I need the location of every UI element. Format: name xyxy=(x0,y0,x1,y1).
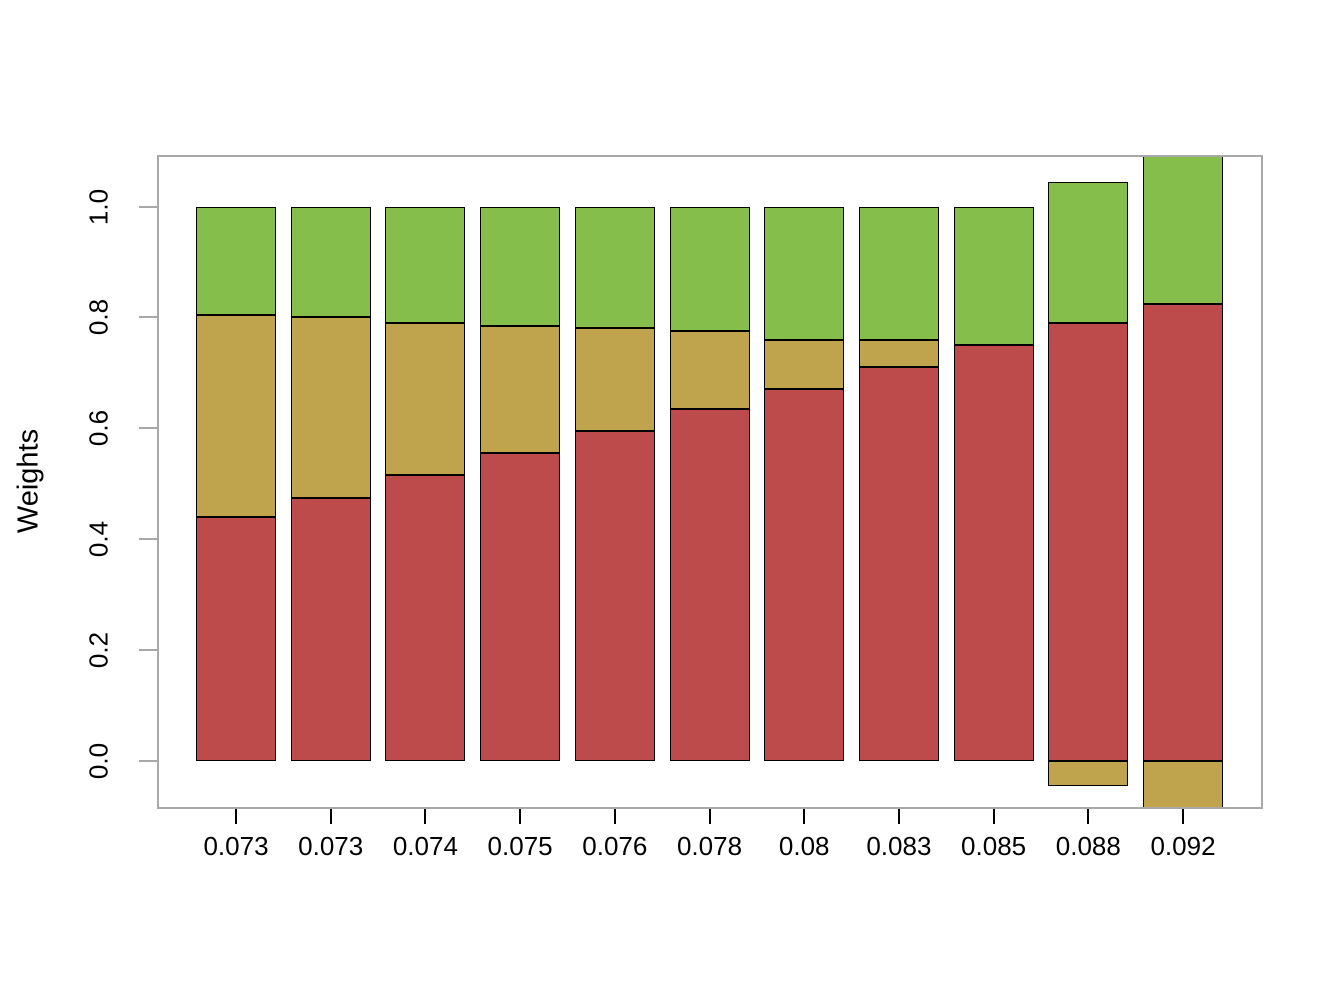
bar-segment-gold xyxy=(1048,761,1129,786)
bar-segment-gold xyxy=(480,325,561,454)
x-axis-tick xyxy=(803,809,806,824)
bar-segment-green xyxy=(574,206,655,329)
bar-segment-gold xyxy=(196,314,276,518)
y-axis-tick xyxy=(139,538,157,541)
y-tick-label: 0.6 xyxy=(83,410,114,447)
y-axis-title: Weights xyxy=(12,428,45,534)
x-axis-tick xyxy=(992,809,995,824)
bar-segment-gold xyxy=(858,339,939,368)
bar-segment-gold xyxy=(574,328,655,432)
y-tick-label: 1.0 xyxy=(83,188,114,225)
bar-segment-green xyxy=(385,206,466,323)
x-tick-label: 0.083 xyxy=(866,831,932,861)
bar-segment-red xyxy=(1048,322,1129,761)
bar-segment-green xyxy=(1143,157,1223,304)
x-tick-label: 0.085 xyxy=(961,831,1027,861)
bar-segment-gold xyxy=(669,331,750,409)
y-axis-tick xyxy=(139,649,157,652)
bar-segment-green xyxy=(858,206,939,340)
bar-segment-red xyxy=(953,345,1034,761)
x-axis-tick xyxy=(708,809,711,824)
x-axis-tick xyxy=(613,809,616,824)
bar-segment-green xyxy=(764,206,845,340)
bar-segment-green xyxy=(290,206,371,318)
x-axis-tick xyxy=(329,809,332,824)
bar-segment-red xyxy=(385,475,466,761)
bar-segment-gold xyxy=(290,317,371,498)
bar-segment-gold xyxy=(385,322,466,476)
x-axis-tick xyxy=(897,809,900,824)
bar-segment-green xyxy=(196,206,276,315)
bar-segment-green xyxy=(480,206,561,326)
bar-segment-green xyxy=(1048,181,1129,323)
x-axis-tick xyxy=(1087,809,1090,824)
bar-segment-red xyxy=(574,431,655,761)
x-tick-label: 0.088 xyxy=(1055,831,1121,861)
x-tick-label: 0.076 xyxy=(582,831,648,861)
bar-segment-red xyxy=(1143,303,1223,761)
x-tick-label: 0.08 xyxy=(778,831,830,861)
x-axis-tick xyxy=(424,809,427,824)
y-tick-label: 0.8 xyxy=(83,299,114,336)
bar-segment-red xyxy=(290,497,371,761)
y-tick-label: 0.4 xyxy=(83,521,114,558)
bar-segment-green xyxy=(953,206,1034,346)
x-tick-label: 0.073 xyxy=(298,831,364,861)
bar-segment-gold xyxy=(1143,761,1223,807)
y-axis-tick xyxy=(139,427,157,430)
plot-area xyxy=(157,155,1263,809)
y-tick-label: 0.2 xyxy=(83,632,114,669)
bar-segment-red xyxy=(858,367,939,761)
bar-segment-green xyxy=(669,206,750,332)
x-axis-tick xyxy=(1182,809,1184,824)
x-axis-tick xyxy=(519,809,522,824)
bar-segment-gold xyxy=(764,339,845,390)
y-tick-label: 0.0 xyxy=(83,742,114,780)
x-tick-label: 0.078 xyxy=(676,831,743,861)
x-tick-label: 0.075 xyxy=(487,831,553,861)
x-tick-label: 0.074 xyxy=(392,831,458,861)
x-axis-tick xyxy=(235,809,237,824)
x-tick-label: 0.092 xyxy=(1150,831,1216,861)
bar-segment-red xyxy=(764,389,845,761)
bar-segment-red xyxy=(669,408,750,761)
bar-segment-red xyxy=(480,453,561,761)
y-axis-tick xyxy=(139,316,157,319)
y-axis-tick xyxy=(139,205,157,208)
x-tick-label: 0.073 xyxy=(203,831,269,861)
y-axis-tick xyxy=(139,760,157,762)
bar-segment-red xyxy=(196,517,276,761)
